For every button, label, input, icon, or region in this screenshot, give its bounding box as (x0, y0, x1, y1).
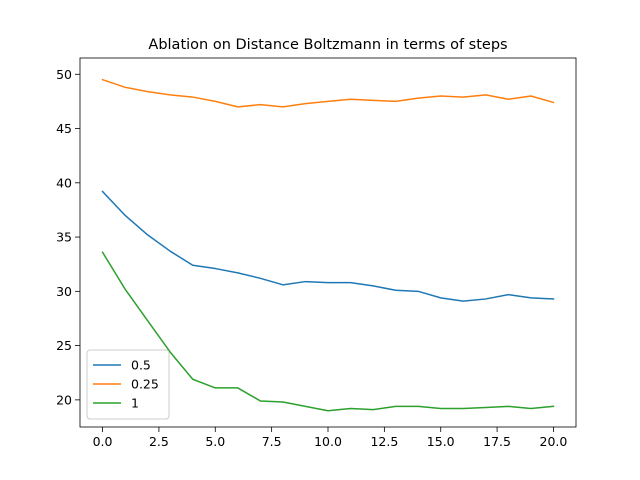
x-tick-label: 15.0 (427, 434, 455, 449)
x-tick-label: 17.5 (483, 434, 511, 449)
x-tick-label: 12.5 (370, 434, 398, 449)
x-tick-label: 20.0 (540, 434, 568, 449)
x-tick-label: 10.0 (314, 434, 342, 449)
x-tick-label: 5.0 (205, 434, 225, 449)
series-line-0.5 (101, 190, 555, 302)
legend-label-0.25: 0.25 (131, 377, 159, 392)
x-tick-label: 0.0 (93, 434, 113, 449)
x-tick-label: 2.5 (149, 434, 169, 449)
y-tick-label: 20 (56, 392, 72, 407)
legend-label-0.5: 0.5 (131, 358, 151, 373)
legend-label-1: 1 (131, 396, 139, 411)
y-tick-label: 40 (56, 175, 72, 190)
legend-box (86, 349, 170, 420)
plot-area: 0.0 2.5 5.0 7.5 10.0 12.5 15.0 17.5 20.0 20 25 30 35… (56, 57, 577, 449)
chart-title: Ablation on Distance Boltzmann in terms … (148, 37, 507, 53)
y-tick-label: 50 (56, 67, 72, 82)
series-line-1 (101, 251, 555, 412)
y-tick-label: 45 (56, 121, 72, 136)
y-tick-label: 30 (56, 284, 72, 299)
y-tick-label: 35 (56, 230, 72, 245)
y-tick-label: 25 (56, 338, 72, 353)
series-line-0.25 (101, 78, 555, 108)
x-tick-label: 7.5 (262, 434, 282, 449)
